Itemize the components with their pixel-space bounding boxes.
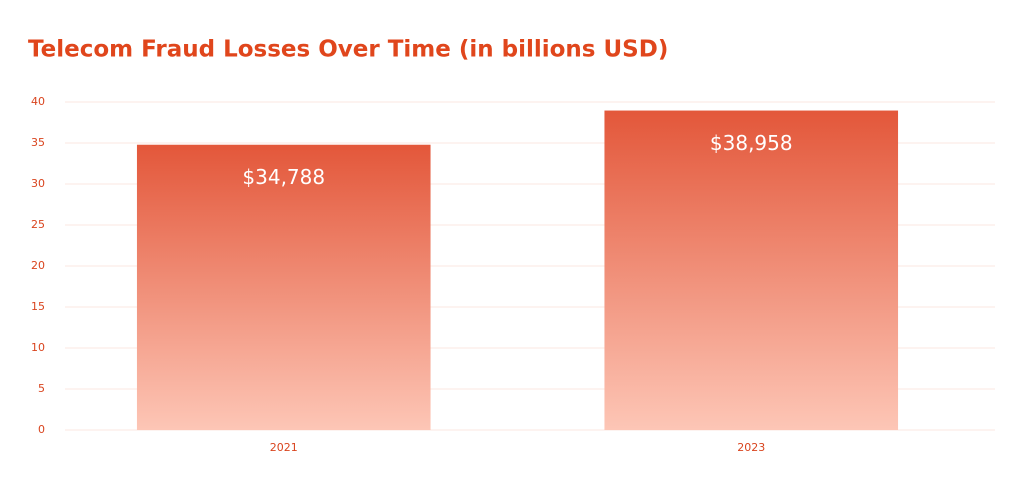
value-label: $38,958 <box>710 131 793 155</box>
y-tick-label: 5 <box>38 382 45 395</box>
y-tick-label: 20 <box>31 259 45 272</box>
y-tick-label: 15 <box>31 300 45 313</box>
y-tick-label: 30 <box>31 177 45 190</box>
y-tick-label: 25 <box>31 218 45 231</box>
bar <box>604 110 899 430</box>
y-tick-label: 0 <box>38 423 45 436</box>
x-tick-label: 2021 <box>270 441 298 454</box>
chart-title: Telecom Fraud Losses Over Time (in billi… <box>28 37 668 63</box>
y-tick-label: 35 <box>31 136 45 149</box>
y-tick-label: 40 <box>31 95 45 108</box>
value-label: $34,788 <box>242 165 325 189</box>
y-tick-label: 10 <box>31 341 45 354</box>
x-tick-label: 2023 <box>737 441 765 454</box>
bar <box>136 144 431 430</box>
